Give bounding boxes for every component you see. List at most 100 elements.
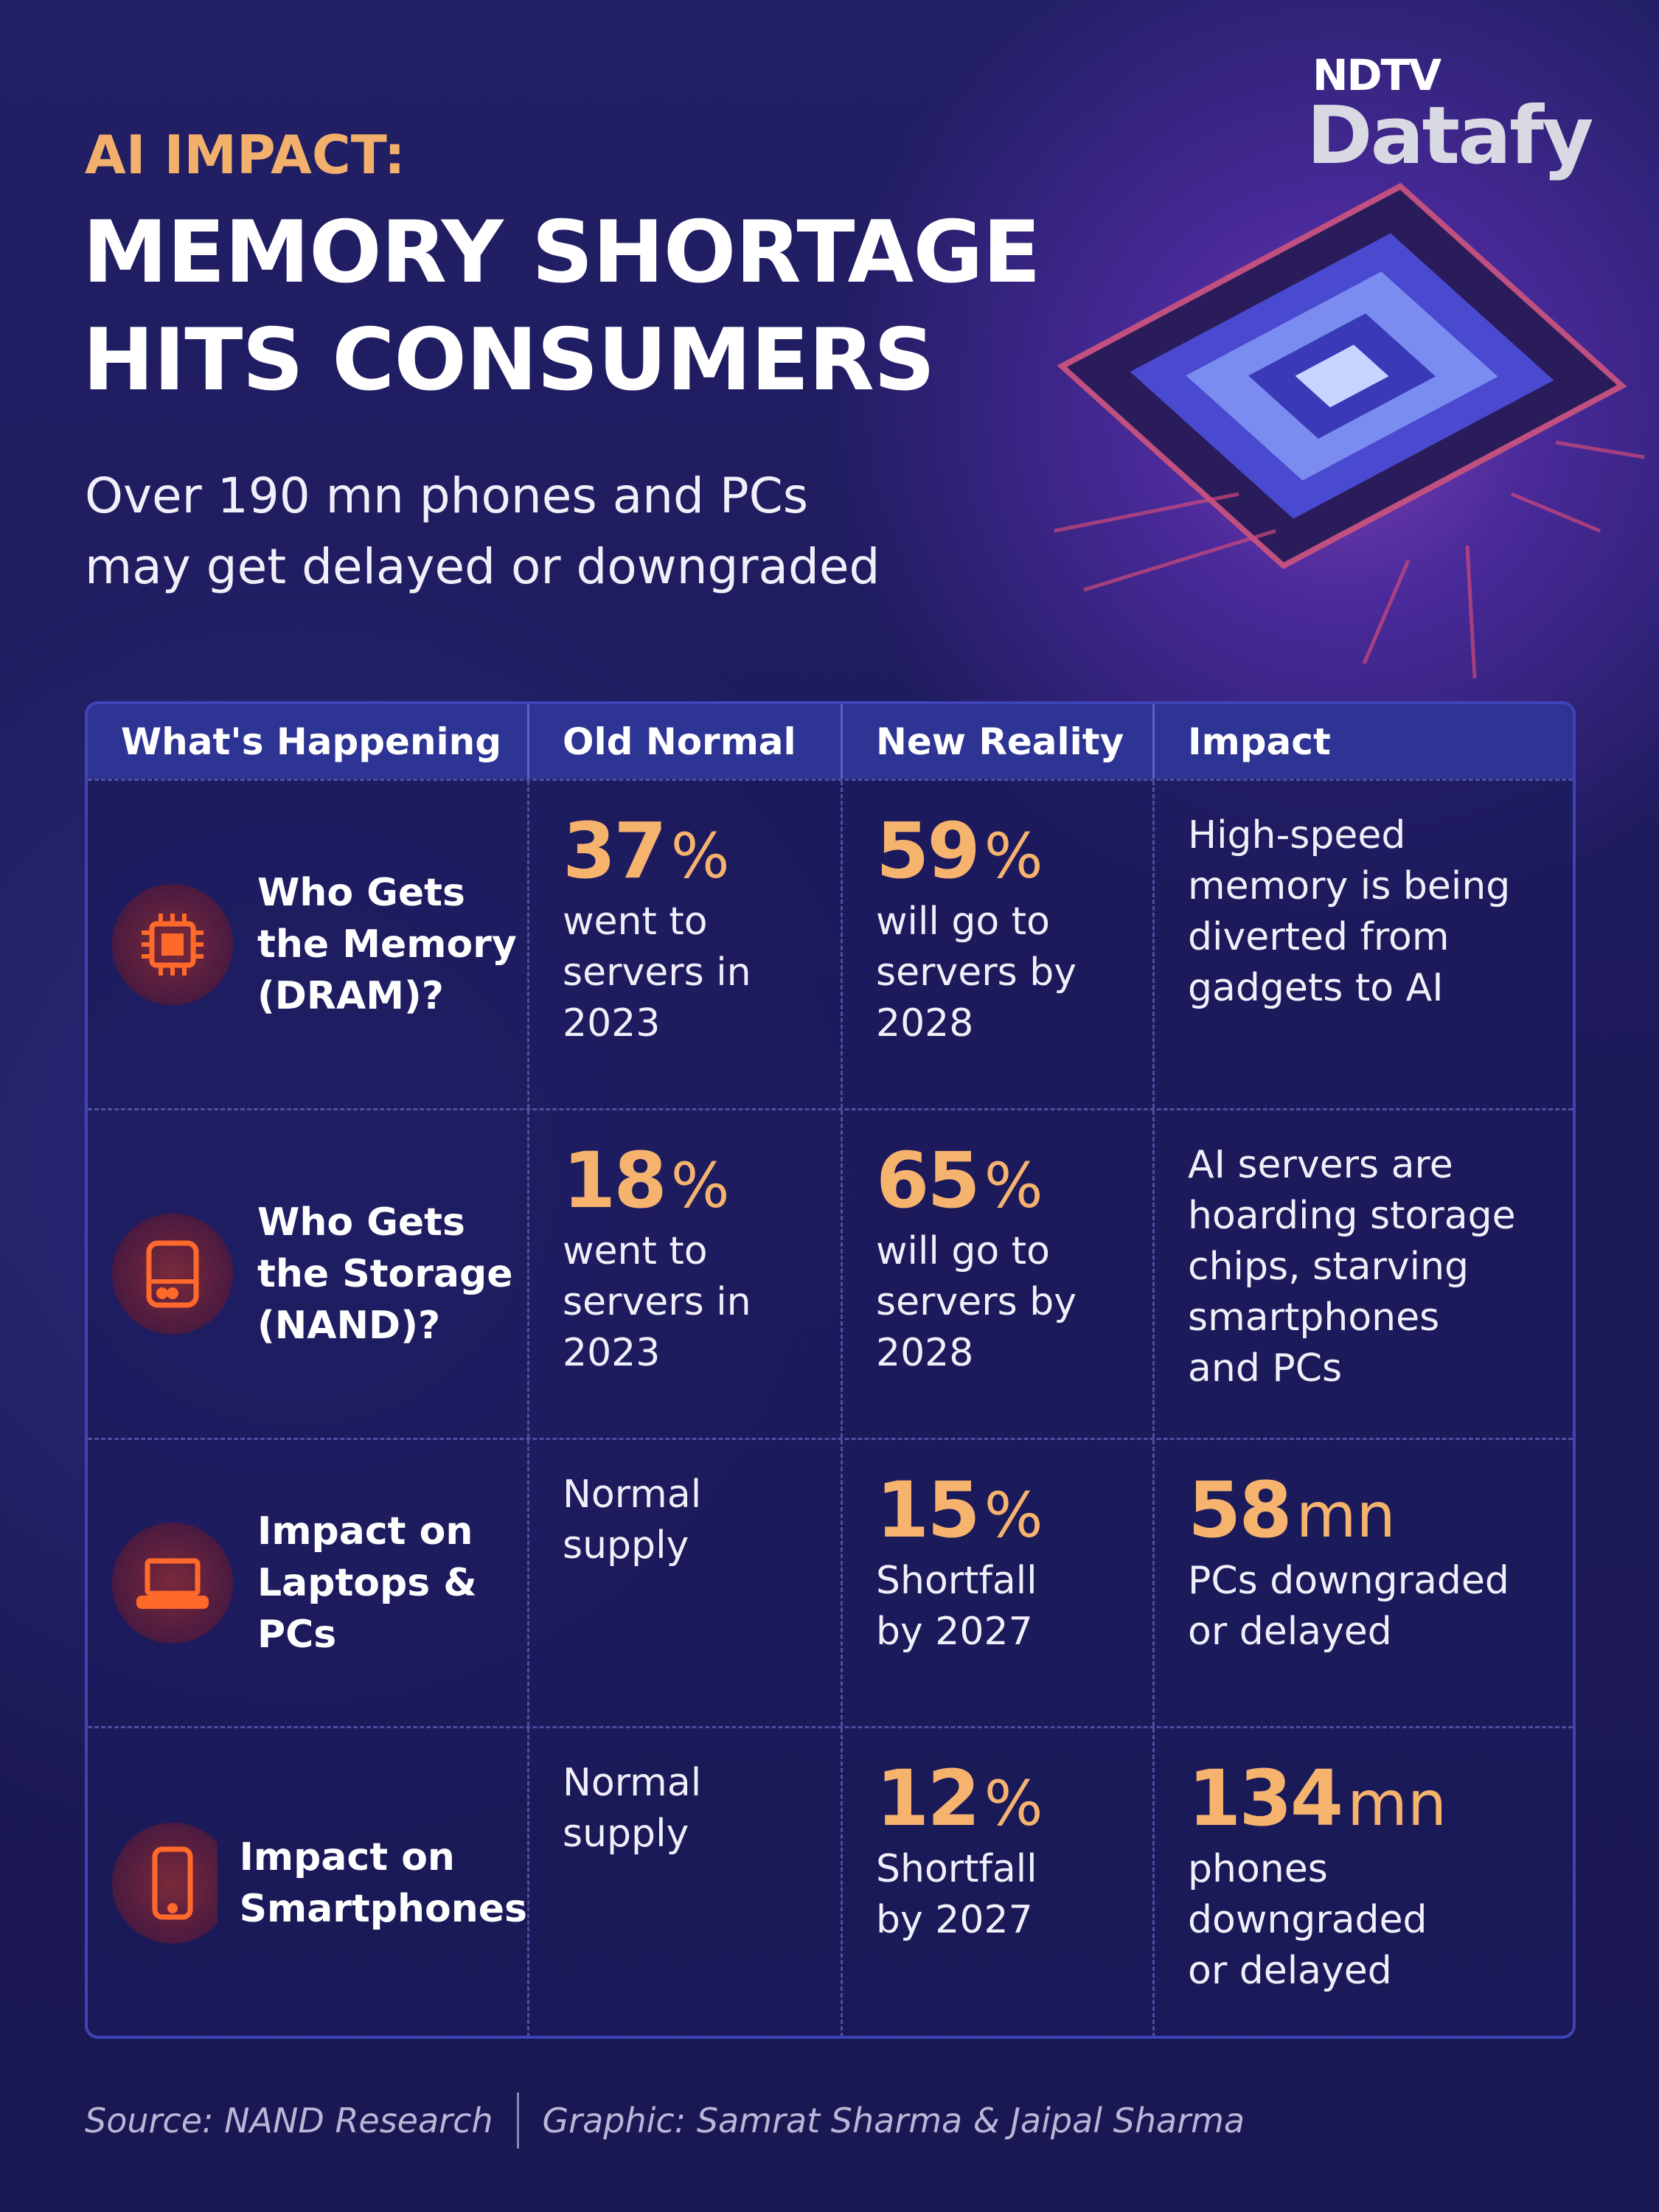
cell: AI servers are hoarding storage chips, sta… xyxy=(1155,1110,1573,1438)
figure-unit: % xyxy=(670,1150,730,1222)
figure-value: 58 xyxy=(1188,1465,1293,1555)
label-line: Impact on xyxy=(239,1834,455,1879)
cell: 15% Shortfall by 2027 xyxy=(843,1440,1155,1726)
figure-value: 18 xyxy=(563,1135,667,1225)
cell-text: will go to xyxy=(876,1229,1050,1273)
figure-unit: mn xyxy=(1295,1479,1396,1551)
label-line: Who Gets xyxy=(257,871,465,915)
row-label: Who Gets the Memory (DRAM)? xyxy=(257,867,517,1022)
figure: 12% xyxy=(876,1758,1152,1844)
cell-text: PCs downgraded xyxy=(1188,1559,1509,1603)
figure-value: 12 xyxy=(876,1753,981,1843)
figure: 15% xyxy=(876,1470,1152,1556)
cell-text: Shortfall xyxy=(876,1559,1037,1603)
cell-text: High-speed xyxy=(1188,813,1406,858)
table-row: Who Gets the Memory (DRAM)? 37% went to serve… xyxy=(88,779,1573,1108)
source: Source: NAND Research xyxy=(85,2101,493,2140)
label-line: Laptops & xyxy=(257,1561,477,1605)
cell-text: or delayed xyxy=(1188,1949,1392,1993)
cell-text: by 2027 xyxy=(876,1898,1033,1942)
label-line: the Storage xyxy=(257,1252,513,1296)
cell-text: gadgets to AI xyxy=(1188,966,1444,1010)
figure: 58mn xyxy=(1188,1470,1573,1556)
cell-text: phones xyxy=(1188,1847,1328,1891)
cell-text: servers in xyxy=(563,950,751,995)
row-label: Impact on Laptops & PCs xyxy=(257,1506,477,1660)
column-header: Impact xyxy=(1188,720,1331,763)
label-line: Who Gets xyxy=(257,1200,465,1245)
cell-text: AI servers are xyxy=(1188,1143,1453,1187)
figure-value: 15 xyxy=(876,1465,981,1555)
cell-text: will go to xyxy=(876,900,1050,944)
cell-text: 2023 xyxy=(563,1001,661,1046)
figure-unit: % xyxy=(984,1479,1043,1551)
cell: High-speed memory is being diverted from ga… xyxy=(1155,781,1573,1108)
cell: 37% went to servers in 2023 xyxy=(529,781,843,1108)
logo-product: Datafy xyxy=(1307,90,1593,182)
cell-text: chips, starving xyxy=(1188,1245,1470,1289)
column-header: What's Happening xyxy=(88,704,529,779)
label-line: Impact on xyxy=(257,1509,473,1554)
cell-text: servers by xyxy=(876,950,1077,995)
cell: 58mn PCs downgraded or delayed xyxy=(1155,1440,1573,1726)
table: What's Happening Old Normal New Reality Imp… xyxy=(85,701,1576,2039)
cell-text: went to xyxy=(563,1229,708,1273)
cell-text: servers by xyxy=(876,1280,1077,1324)
figure-unit: % xyxy=(984,1767,1043,1840)
kicker: AI IMPACT: xyxy=(85,124,406,186)
table-row: Impact on Smartphones Normal supply 12% Short… xyxy=(88,1726,1573,2036)
subtitle-line: may get delayed or downgraded xyxy=(85,538,880,595)
cell-text: supply xyxy=(563,1523,689,1568)
chip-illustration xyxy=(1054,182,1645,679)
cell: 134mn phones downgraded or delayed xyxy=(1155,1728,1573,2036)
cell: Impact on Smartphones xyxy=(88,1728,529,2036)
icon xyxy=(112,1822,218,1944)
row-label: Impact on Smartphones xyxy=(240,1832,527,1935)
cell: Impact on Laptops & PCs xyxy=(88,1440,529,1726)
cell-text: or delayed xyxy=(1188,1610,1392,1654)
cell: 59% will go to servers by 2028 xyxy=(843,781,1155,1108)
figure-value: 59 xyxy=(876,806,981,896)
figure-value: 37 xyxy=(563,806,667,896)
label-line: the Memory xyxy=(257,922,517,967)
figure: 59% xyxy=(876,810,1152,897)
column-header: New Reality xyxy=(843,704,1155,779)
cell: Who Gets the Memory (DRAM)? xyxy=(88,781,529,1108)
row-label: Who Gets the Storage (NAND)? xyxy=(257,1197,513,1352)
cell-text: 2023 xyxy=(563,1331,661,1375)
cell: Normal supply xyxy=(529,1440,843,1726)
subtitle: Over 190 mn phones and PCs may get delaye… xyxy=(85,461,880,602)
cell-text: by 2027 xyxy=(876,1610,1033,1654)
cell: Normal supply xyxy=(529,1728,843,2036)
cell-text: and PCs xyxy=(1188,1346,1343,1391)
column-header: Old Normal xyxy=(529,704,843,779)
icon xyxy=(112,1214,233,1335)
cell-text: servers in xyxy=(563,1280,751,1324)
title-line: HITS CONSUMERS xyxy=(83,310,935,410)
header-row: What's Happening Old Normal New Reality Imp… xyxy=(88,704,1573,779)
cell-text: downgraded xyxy=(1188,1898,1427,1942)
table-row: Impact on Laptops & PCs Normal supply 15% Shor… xyxy=(88,1438,1573,1726)
figure: 134mn xyxy=(1188,1758,1573,1844)
cell: 12% Shortfall by 2027 xyxy=(843,1728,1155,2036)
figure-unit: % xyxy=(984,1150,1043,1222)
cell-text: memory is being xyxy=(1188,864,1511,908)
cell-text: Shortfall xyxy=(876,1847,1037,1891)
figure: 65% xyxy=(876,1140,1152,1226)
figure: 37% xyxy=(563,810,841,897)
cell: 18% went to servers in 2023 xyxy=(529,1110,843,1438)
figure-unit: mn xyxy=(1347,1767,1447,1840)
cell-text: went to xyxy=(563,900,708,944)
footer: Source: NAND Research Graphic: Samrat Sh… xyxy=(85,2093,1245,2149)
figure: 18% xyxy=(563,1140,841,1226)
table-row: Who Gets the Storage (NAND)? 18% went to serv… xyxy=(88,1108,1573,1438)
cell-text: Normal xyxy=(563,1761,702,1805)
subtitle-line: Over 190 mn phones and PCs xyxy=(85,467,809,524)
cell: Who Gets the Storage (NAND)? xyxy=(88,1110,529,1438)
cell-text: smartphones xyxy=(1188,1295,1440,1340)
label-line: Smartphones xyxy=(239,1886,527,1931)
cell-text: Normal xyxy=(563,1472,702,1517)
cell-text: 2028 xyxy=(876,1331,974,1375)
cell: 65% will go to servers by 2028 xyxy=(843,1110,1155,1438)
